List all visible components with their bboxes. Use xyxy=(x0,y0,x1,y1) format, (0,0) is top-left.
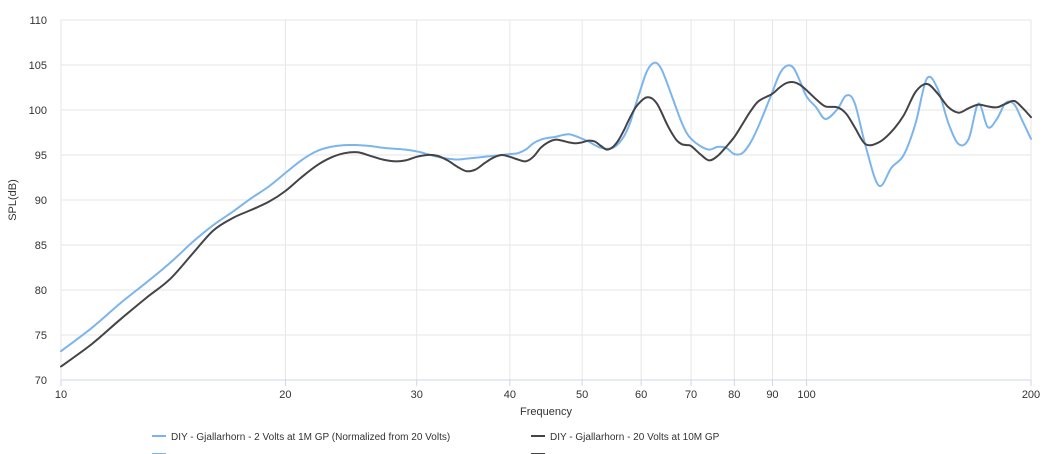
y-tick-label: 95 xyxy=(35,150,47,162)
x-tick-label: 30 xyxy=(411,389,423,401)
x-tick-label: 20 xyxy=(279,389,291,401)
y-tick-label: 105 xyxy=(29,60,47,72)
legend-item-1[interactable]: DIY - Gjallarhorn - 2 Volts at 1M GP (No… xyxy=(152,432,450,443)
y-tick-label: 100 xyxy=(29,105,47,117)
x-tick-label: 90 xyxy=(766,389,778,401)
x-tick-label: 100 xyxy=(797,389,815,401)
y-tick-label: 85 xyxy=(35,240,47,252)
y-axis-title: SPL(dB) xyxy=(7,179,19,221)
x-tick-label: 50 xyxy=(576,389,588,401)
legend[interactable]: DIY - Gjallarhorn - 2 Volts at 1M GP (No… xyxy=(152,432,720,454)
series-line-1[interactable] xyxy=(60,61,1032,353)
y-tick-label: 70 xyxy=(35,375,47,387)
grid-layer xyxy=(60,19,1032,381)
y-tick-label: 110 xyxy=(29,15,47,27)
axes-layer: 70 75 80 85 90 95 100 105 110 10 20 30 40 50 60 70 80 90 1… xyxy=(7,15,1040,418)
x-axis-title: Frequency xyxy=(520,406,572,418)
series-line-2[interactable] xyxy=(60,80,1032,368)
y-tick-label: 75 xyxy=(35,330,47,342)
y-tick-label: 90 xyxy=(35,195,47,207)
x-tick-label: 60 xyxy=(635,389,647,401)
x-tick-label: 200 xyxy=(1022,389,1040,401)
legend-label: DIY - Gjallarhorn - 2 Volts at 1M GP (No… xyxy=(171,432,450,443)
y-tick-label: 80 xyxy=(35,285,47,297)
x-tick-label: 40 xyxy=(504,389,516,401)
x-tick-label: 10 xyxy=(55,389,67,401)
series-layer xyxy=(60,61,1032,368)
legend-item-2[interactable]: DIY - Gjallarhorn - 20 Volts at 10M GP xyxy=(531,432,720,443)
legend-label: DIY - Gjallarhorn - 20 Volts at 10M GP xyxy=(550,432,720,443)
x-tick-label: 70 xyxy=(685,389,697,401)
x-tick-label: 80 xyxy=(728,389,740,401)
